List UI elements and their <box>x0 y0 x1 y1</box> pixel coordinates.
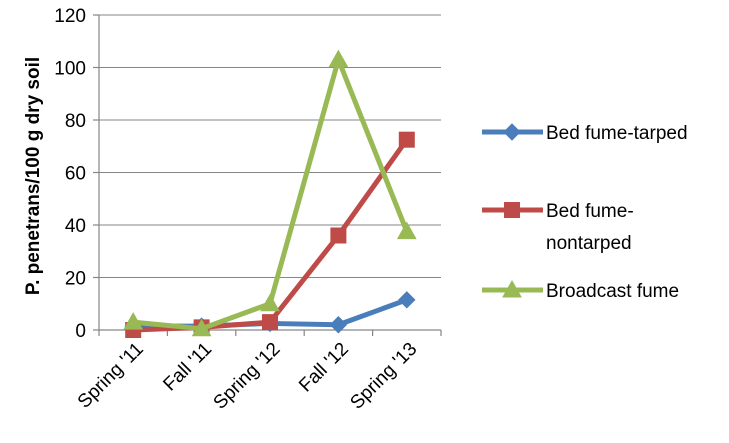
legend-marker <box>503 123 521 141</box>
y-axis-title: P. penetrans/100 g dry soil <box>23 57 44 295</box>
x-tick-label: Fall '11 <box>159 339 216 396</box>
legend-item: Bed fume-nontarped <box>482 201 634 254</box>
x-tick-label: Spring '13 <box>346 339 421 414</box>
x-tick-label: Spring '11 <box>74 339 148 413</box>
legend-label: nontarped <box>546 233 632 254</box>
data-point <box>396 221 417 240</box>
legend-label: Broadcast fume <box>546 281 679 302</box>
series-2 <box>123 49 417 337</box>
legend-item: Bed fume-tarped <box>482 123 688 144</box>
data-point <box>398 291 416 309</box>
data-point <box>262 314 278 331</box>
y-tick-label: 60 <box>65 164 86 185</box>
y-tick-label: 40 <box>65 216 86 237</box>
data-point <box>123 312 144 330</box>
data-point <box>330 227 347 244</box>
legend: Bed fume-tarped Bed fume-nontarped Broadca… <box>482 123 688 302</box>
y-tick-label: 120 <box>54 6 86 27</box>
y-tick-label: 0 <box>75 321 86 342</box>
x-tick-label: Spring '12 <box>210 339 285 414</box>
legend-label: Bed fume-tarped <box>546 123 688 144</box>
legend-label: Bed fume- <box>546 201 634 222</box>
series-group <box>123 49 417 338</box>
y-tick-label: 100 <box>54 59 86 80</box>
legend-marker <box>504 202 520 218</box>
x-tick-label: Fall '12 <box>295 339 353 397</box>
data-point <box>328 49 349 68</box>
gridlines <box>93 14 442 336</box>
legend-marker <box>502 279 522 298</box>
y-tick-labels: 0 20 40 60 80 100 120 <box>54 6 86 342</box>
y-tick-label: 20 <box>65 269 86 290</box>
legend-item: Broadcast fume <box>482 279 679 302</box>
data-point <box>329 316 348 334</box>
data-point <box>398 131 415 148</box>
data-point <box>191 318 212 337</box>
data-point <box>260 293 280 312</box>
y-tick-label: 80 <box>65 111 86 132</box>
